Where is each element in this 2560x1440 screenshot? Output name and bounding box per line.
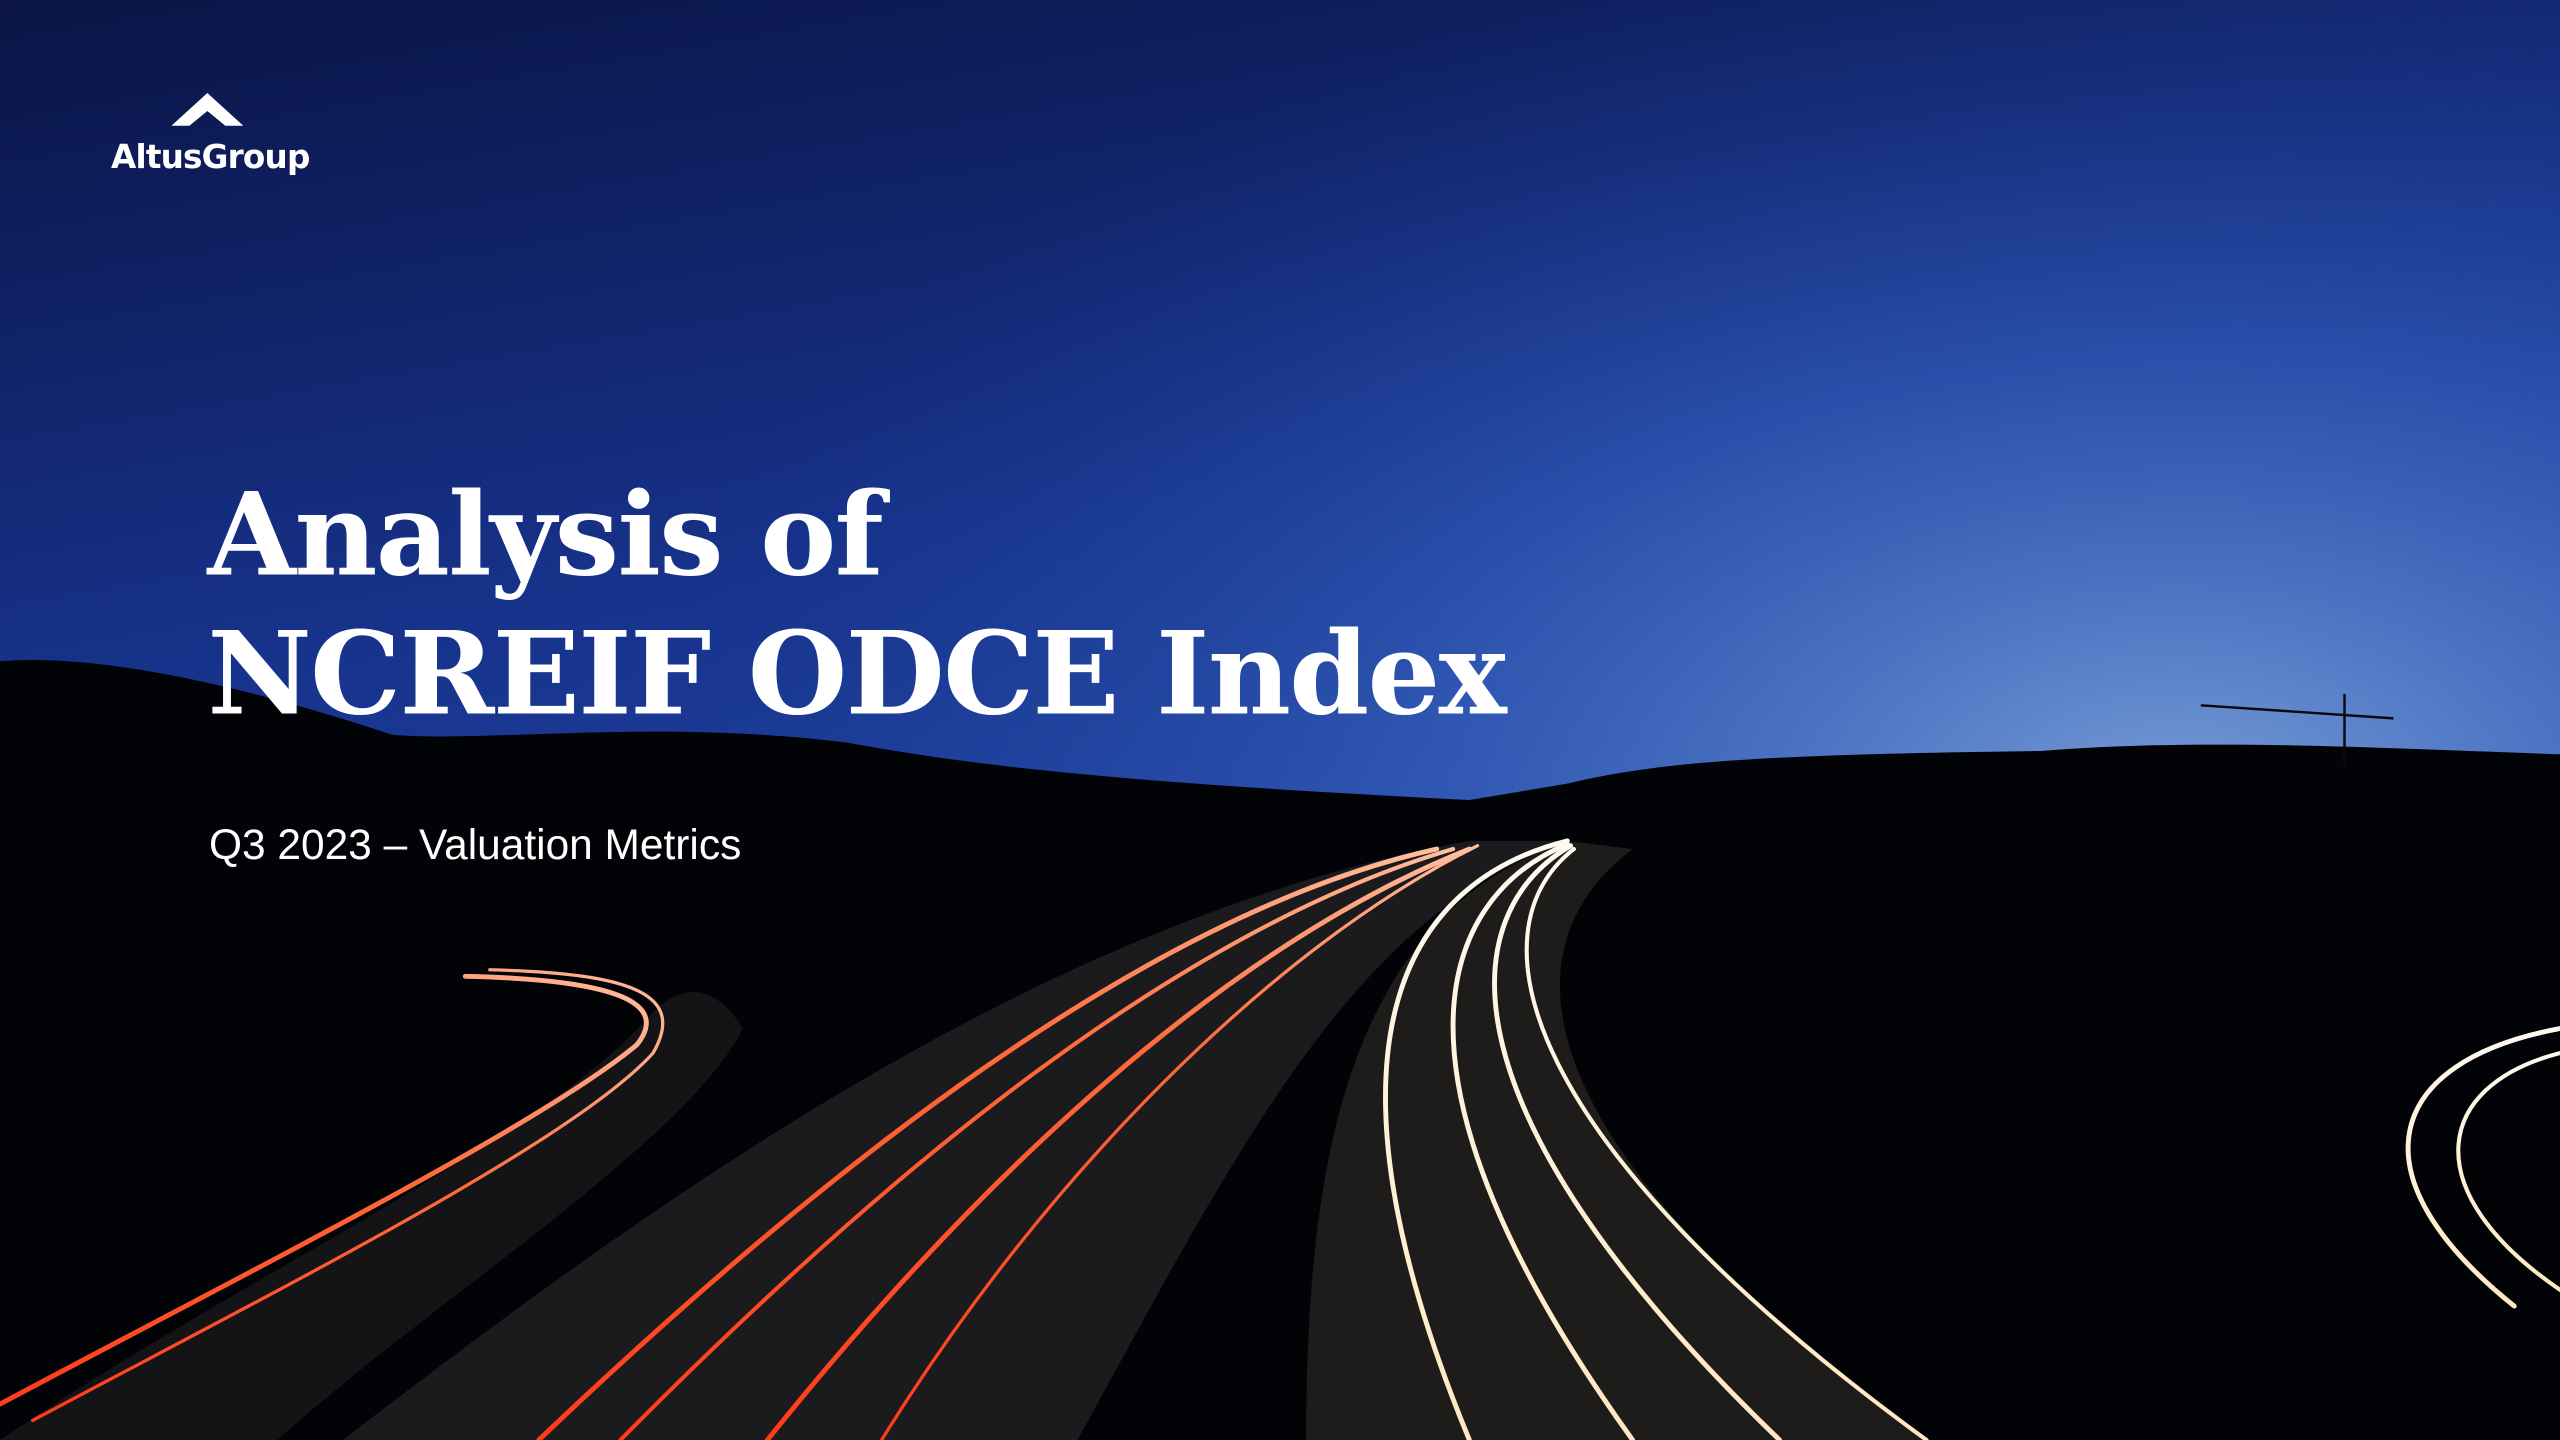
road <box>1306 840 1927 1440</box>
title-line: NCREIF ODCE Index <box>207 606 1507 740</box>
logo-mark <box>171 93 244 126</box>
title-line: Analysis of <box>206 468 890 602</box>
subtitle: Q3 2023 – Valuation Metrics <box>209 821 741 868</box>
road <box>0 992 743 1440</box>
logo-text: AltusGroup <box>111 138 309 176</box>
red-light-trails <box>0 844 1480 1440</box>
white-light-trails <box>1383 838 2560 1440</box>
crane <box>2200 693 2394 768</box>
